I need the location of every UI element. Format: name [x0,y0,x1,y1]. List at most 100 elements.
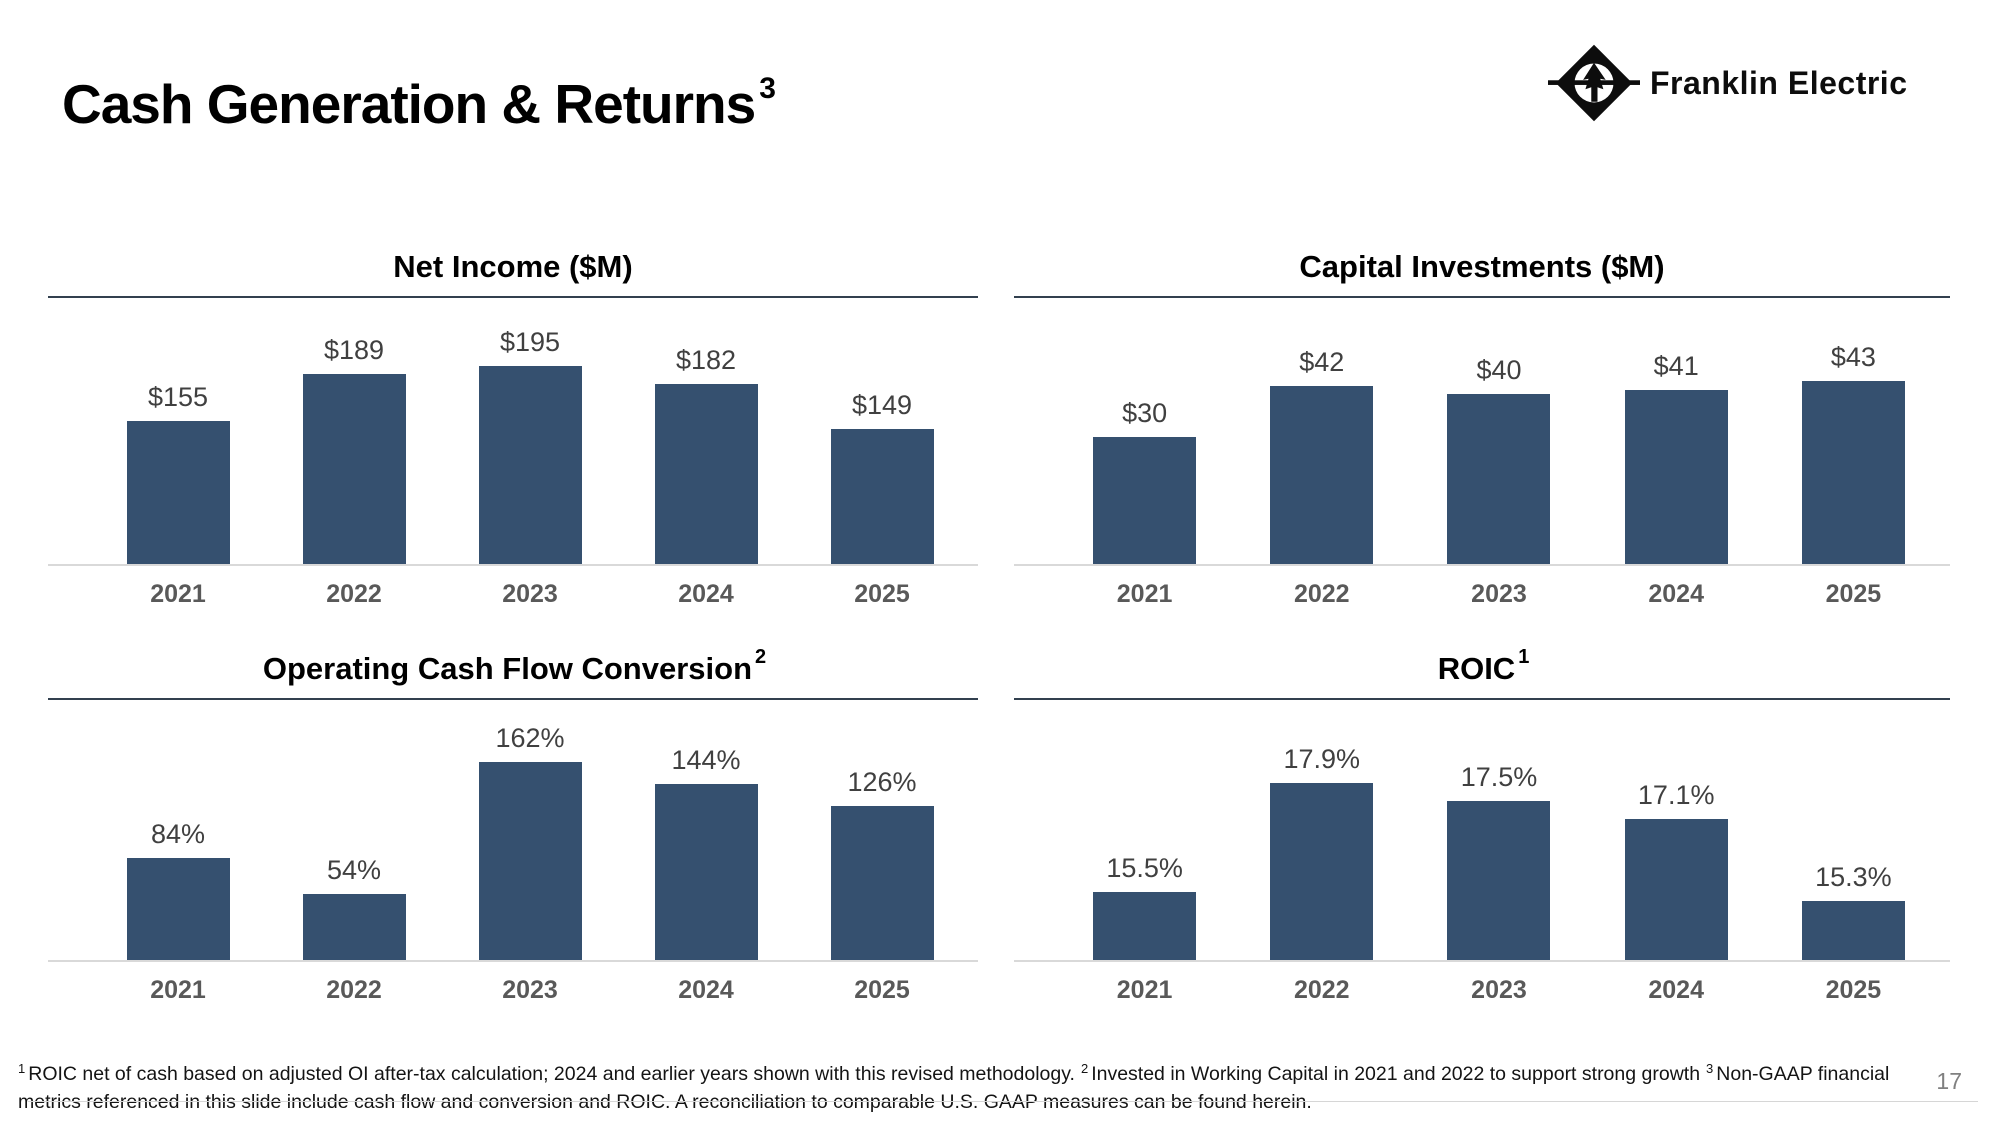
bar [1093,892,1197,960]
year-label: 2022 [326,976,382,1004]
chart-title: Operating Cash Flow Conversion 2 [48,640,978,698]
chart-title: Capital Investments ($M) [1014,238,1950,296]
x-axis-labels: 2021 2022 2023 2024 2025 [48,566,978,609]
x-axis-labels: 2021 2022 2023 2024 2025 [1014,566,1950,609]
plot-area: 15.5% 17.9% 17.5% 17.1% 15.3% [1014,700,1950,962]
plot-area: 84% 54% 162% 144% 126% [48,700,978,962]
page-title-superscript: 3 [759,71,776,105]
chart-roic: ROIC 1 15.5% 17.9% 17.5% 17.1% 15.3% 2021 2022… [1014,640,1950,1005]
year-label: 2021 [1116,580,1173,608]
year-label: 2024 [678,580,734,608]
year-label: 2023 [502,976,558,1004]
bar-value-label: 17.1% [1637,780,1715,810]
bar-group: $30 [1056,398,1233,564]
bar-value-label: 17.9% [1283,744,1361,774]
chart-title-text: Capital Investments ($M) [1299,249,1665,284]
bar-group: $189 [266,335,442,564]
year-label: 2022 [1293,580,1350,608]
bar-value-label: 162% [495,723,565,753]
bar-value-label: 15.3% [1815,862,1892,892]
year-label: 2022 [1293,976,1350,1004]
bar-group: $149 [794,390,970,564]
bar-value-label: $195 [499,327,561,357]
bar-group: 84% [90,819,266,960]
bar-group: 15.3% [1765,862,1942,960]
logo-text: Franklin Electric [1650,64,1908,101]
bar-group: 126% [794,767,970,960]
bar [478,762,582,960]
year-label: 2025 [854,580,910,608]
year-label: 2021 [150,976,206,1004]
bar-value-label: $43 [1830,342,1876,372]
bar-value-label: $40 [1476,355,1522,385]
bar [1093,437,1197,564]
bar [1270,783,1374,960]
year-label: 2025 [854,976,910,1004]
bar-value-label: $182 [675,345,737,375]
bottom-divider [28,1101,1978,1102]
bar [1624,819,1728,960]
page-title: Cash Generation & Returns 3 [62,72,776,136]
bar [302,894,406,960]
footnote-superscript: 2 [1080,1060,1089,1076]
footnote-superscript: 3 [1706,1060,1714,1076]
x-axis-labels: 2021 2022 2023 2024 2025 [1014,962,1950,1005]
page-number: 17 [1936,1068,1962,1094]
year-label: 2023 [1471,976,1527,1004]
bar [1447,801,1551,960]
bar [1270,386,1374,564]
year-label: 2021 [1116,976,1173,1004]
bar [1447,394,1551,564]
year-label: 2024 [1648,580,1704,608]
bar-group: 17.1% [1588,780,1765,960]
year-label: 2025 [1825,976,1882,1004]
bar-group: $182 [618,345,794,564]
chart-title-text: Operating Cash Flow Conversion [262,651,753,686]
footnote-text: ROIC net of cash based on adjusted OI af… [28,1063,1075,1085]
bar-value-label: $189 [323,335,385,365]
bar-group: $43 [1765,342,1942,564]
bar-value-label: 144% [671,745,741,775]
bar-value-label: $149 [851,390,913,420]
title-rule [1014,698,1950,700]
bar-group: 17.5% [1410,762,1587,960]
bar-value-label: 54% [326,855,382,885]
chart-title-superscript: 1 [1518,645,1530,668]
title-rule [48,698,978,700]
year-label: 2024 [1648,976,1704,1004]
bar [478,366,582,564]
year-label: 2024 [678,976,734,1004]
footnote-text: Non-GAAP financial metrics referenced in… [18,1063,1890,1114]
bar-group: 17.9% [1233,744,1410,960]
bar-group: 15.5% [1056,853,1233,960]
franklin-electric-logo: Franklin Electric [1548,44,1907,122]
bar [126,421,230,564]
bar [830,429,934,564]
bar-value-label: 17.5% [1460,762,1538,792]
year-label: 2023 [502,580,558,608]
chart-title: Net Income ($M) [48,238,978,296]
bar [1624,390,1728,564]
footnote: 1 ROIC net of cash based on adjusted OI a… [18,1060,1908,1117]
footnote-superscript: 1 [18,1060,26,1076]
bar-group: $155 [90,382,266,564]
title-rule [1014,296,1950,298]
bar [302,374,406,564]
bar [1801,901,1905,960]
bar [1801,381,1905,564]
chart-title: ROIC 1 [1014,640,1950,698]
bar-value-label: $42 [1299,347,1345,377]
plot-area: $155 $189 $195 $182 $149 [48,298,978,566]
chart-capital-investments: Capital Investments ($M) $30 $42 $40 $41 $43… [1014,238,1950,609]
bar-value-label: 84% [150,819,206,849]
chart-title-text: ROIC [1437,651,1516,686]
chart-net-income: Net Income ($M) $155 $189 $195 $182 $149 202… [48,238,978,609]
bar [654,384,758,564]
bar-group: 54% [266,855,442,960]
bar [126,858,230,960]
bar-group: $40 [1410,355,1587,564]
bar-group: $41 [1588,351,1765,564]
bar-value-label: 15.5% [1106,853,1183,883]
chart-ocf-conversion: Operating Cash Flow Conversion 2 84% 54% 16… [48,640,978,1005]
chart-title-text: Net Income ($M) [393,249,633,284]
